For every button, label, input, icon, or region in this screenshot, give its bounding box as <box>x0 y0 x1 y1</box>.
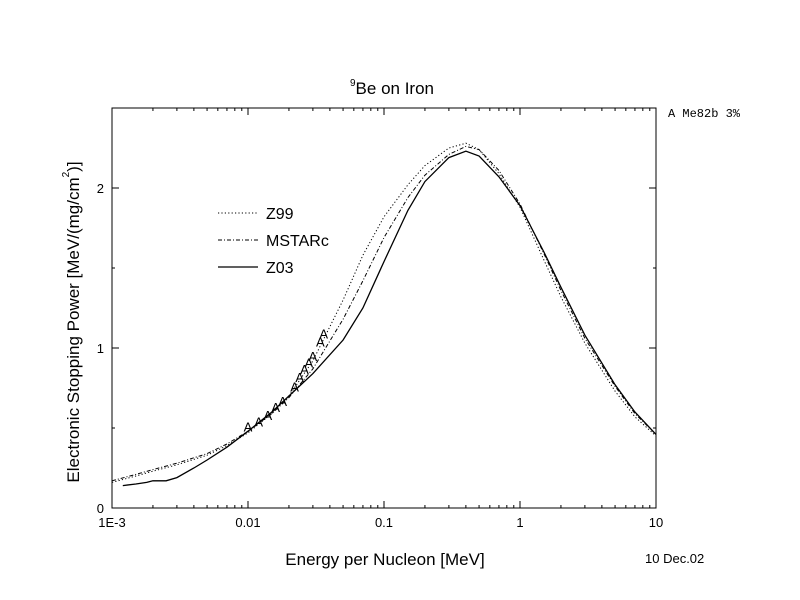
data-point-marker: A <box>300 362 309 377</box>
x-tick-label: 1E-3 <box>98 515 125 530</box>
data-point-marker: A <box>278 394 287 409</box>
x-tick-label: 0.1 <box>375 515 393 530</box>
data-point-marker: A <box>319 327 328 342</box>
x-axis-label: Energy per Nucleon [MeV] <box>285 550 484 569</box>
series-line-z03 <box>122 150 657 487</box>
date-label: 10 Dec.02 <box>645 551 704 566</box>
x-tick-label: 10 <box>649 515 663 530</box>
data-point-marker: A <box>316 335 325 350</box>
x-tick-label: 1 <box>516 515 523 530</box>
ylabel-close: )] <box>64 161 83 171</box>
data-point-marker: A <box>271 400 280 415</box>
data-point-marker: A <box>244 419 253 434</box>
data-point-marker: A <box>290 379 299 394</box>
series-line-z99 <box>111 142 657 483</box>
y-tick-label: 2 <box>97 181 104 196</box>
legend-label-mstarc: MSTARc <box>266 233 329 250</box>
data-point-marker: A <box>254 415 263 430</box>
data-point-marker: A <box>304 355 313 370</box>
y-tick-label: 0 <box>97 501 104 516</box>
plot-frame <box>111 107 657 509</box>
y-axis-label: Electronic Stopping Power [MeV/(mg/cm2)] <box>61 161 83 482</box>
ylabel-main: Electronic Stopping Power [MeV/(mg/cm <box>64 177 83 482</box>
y-tick-label: 1 <box>97 341 104 356</box>
title-superscript: 9 <box>350 78 356 89</box>
ylabel-superscript: 2 <box>61 171 72 177</box>
legend-label-z03: Z03 <box>266 260 294 277</box>
title-text: Be on Iron <box>356 79 434 98</box>
legend-label-z99: Z99 <box>266 206 294 223</box>
series-line-mstarc <box>111 145 657 482</box>
data-point-marker: A <box>264 408 273 423</box>
data-point-marker: A <box>309 349 318 364</box>
chart-title: 9Be on Iron <box>350 78 434 98</box>
top-right-annotation: A Me82b 3% <box>668 107 741 121</box>
x-tick-label: 0.01 <box>235 515 260 530</box>
data-point-marker: A <box>295 370 304 385</box>
